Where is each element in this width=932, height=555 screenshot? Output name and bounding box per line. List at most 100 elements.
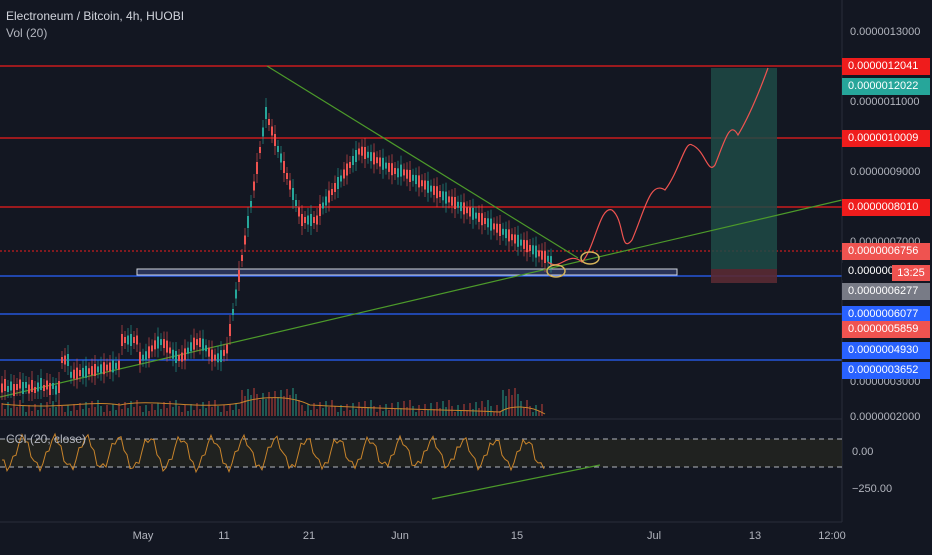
candle-body xyxy=(82,367,84,377)
volume-bar xyxy=(334,406,336,416)
volume-bar xyxy=(469,403,471,416)
candle-body xyxy=(460,202,462,212)
candle-body xyxy=(319,204,321,216)
volume-bar xyxy=(46,402,48,416)
cci-trendline xyxy=(431,464,601,500)
candle-body xyxy=(10,381,12,391)
volume-bar xyxy=(226,411,228,416)
cci-line xyxy=(1,432,545,474)
price-level-label[interactable]: 0.0000006077 xyxy=(842,306,930,323)
volume-bar xyxy=(313,403,315,416)
volume-bar xyxy=(154,410,156,416)
volume-bar xyxy=(298,400,300,416)
candle-body xyxy=(43,385,45,391)
candle-body xyxy=(1,383,3,393)
candle-body xyxy=(421,180,423,187)
candle-body xyxy=(304,217,306,223)
support-zone-box xyxy=(136,268,678,276)
candle-body xyxy=(538,250,540,257)
volume-bar xyxy=(493,412,495,416)
candle-body xyxy=(22,382,24,394)
candle-body xyxy=(340,175,342,182)
candle-body xyxy=(541,250,543,260)
volume-bar xyxy=(379,405,381,416)
price-level-label[interactable]: 0.0000006756 xyxy=(842,243,930,260)
candle-body xyxy=(7,386,9,392)
price-level-label[interactable]: 0.0000003652 xyxy=(842,362,930,379)
candle-body xyxy=(325,196,327,206)
candle-body xyxy=(37,382,39,392)
volume-bar xyxy=(157,403,159,416)
volume-bar xyxy=(100,406,102,416)
volume-bar xyxy=(223,405,225,416)
price-level-label[interactable]: 0.0000006277 xyxy=(842,283,930,300)
candle-body xyxy=(31,380,33,392)
candle-body xyxy=(232,309,234,315)
cci-indicator-label[interactable]: CCI (20, close) xyxy=(6,432,87,446)
volume-bar xyxy=(421,411,423,416)
volume-bar xyxy=(214,400,216,416)
volume-bar xyxy=(316,409,318,416)
candle-body xyxy=(406,169,408,179)
price-level-label[interactable]: 0.0000012041 xyxy=(842,58,930,75)
candle-body xyxy=(205,345,207,352)
candle-body xyxy=(508,229,510,242)
candle-body xyxy=(220,350,222,363)
candle-body xyxy=(376,157,378,164)
volume-bar xyxy=(169,401,171,416)
candle-body xyxy=(223,349,225,356)
candle-body xyxy=(367,151,369,158)
volume-bar xyxy=(391,403,393,416)
candle-body xyxy=(409,170,411,182)
candle-body xyxy=(514,234,516,244)
candle-body xyxy=(268,119,270,125)
candle-body xyxy=(79,370,81,376)
candle-body xyxy=(154,340,156,350)
candle-body xyxy=(67,354,69,366)
candle-body xyxy=(46,380,48,390)
candle-body xyxy=(418,175,420,188)
price-level-label[interactable]: 0.0000005859 xyxy=(842,321,930,338)
price-level-label[interactable]: 0.0000004930 xyxy=(842,342,930,359)
symbol-title[interactable]: Electroneum / Bitcoin, 4h, HUOBI xyxy=(6,9,185,23)
candle-body xyxy=(28,384,30,394)
volume-bar xyxy=(97,400,99,416)
candle-body xyxy=(256,162,258,174)
candle-body xyxy=(517,234,519,247)
volume-bar xyxy=(292,388,294,416)
cci-tick-label: −250.00 xyxy=(852,483,893,495)
candle-body xyxy=(97,366,99,373)
price-level-label[interactable]: 0.0000008010 xyxy=(842,199,930,216)
price-level-label[interactable]: 0.0000010009 xyxy=(842,130,930,147)
volume-bar xyxy=(202,402,204,416)
volume-indicator-label[interactable]: Vol (20) xyxy=(6,26,48,40)
candle-body xyxy=(442,191,444,201)
volume-bar xyxy=(55,407,57,416)
volume-bar xyxy=(67,405,69,416)
candle-body xyxy=(181,352,183,362)
candle-body xyxy=(424,180,426,190)
volume-bar xyxy=(496,405,498,416)
volume-bar xyxy=(256,394,258,416)
volume-bar xyxy=(502,390,504,416)
volume-bar xyxy=(319,402,321,416)
volume-bar xyxy=(367,407,369,416)
candle-body xyxy=(388,162,390,172)
candle-body xyxy=(52,383,54,389)
volume-bar xyxy=(478,408,480,416)
candle-body xyxy=(166,340,168,353)
volume-bar xyxy=(283,396,285,416)
volume-bar xyxy=(49,408,51,416)
price-level-label[interactable]: 0.0000012022 xyxy=(842,78,930,95)
candle-body xyxy=(472,207,474,220)
candle-body xyxy=(16,384,18,390)
volume-bar xyxy=(37,410,39,416)
candle-body xyxy=(172,349,174,359)
volume-bar xyxy=(133,407,135,416)
candle-body xyxy=(343,169,345,179)
volume-bar xyxy=(166,408,168,416)
candle-body xyxy=(193,337,195,350)
volume-bar xyxy=(322,408,324,416)
